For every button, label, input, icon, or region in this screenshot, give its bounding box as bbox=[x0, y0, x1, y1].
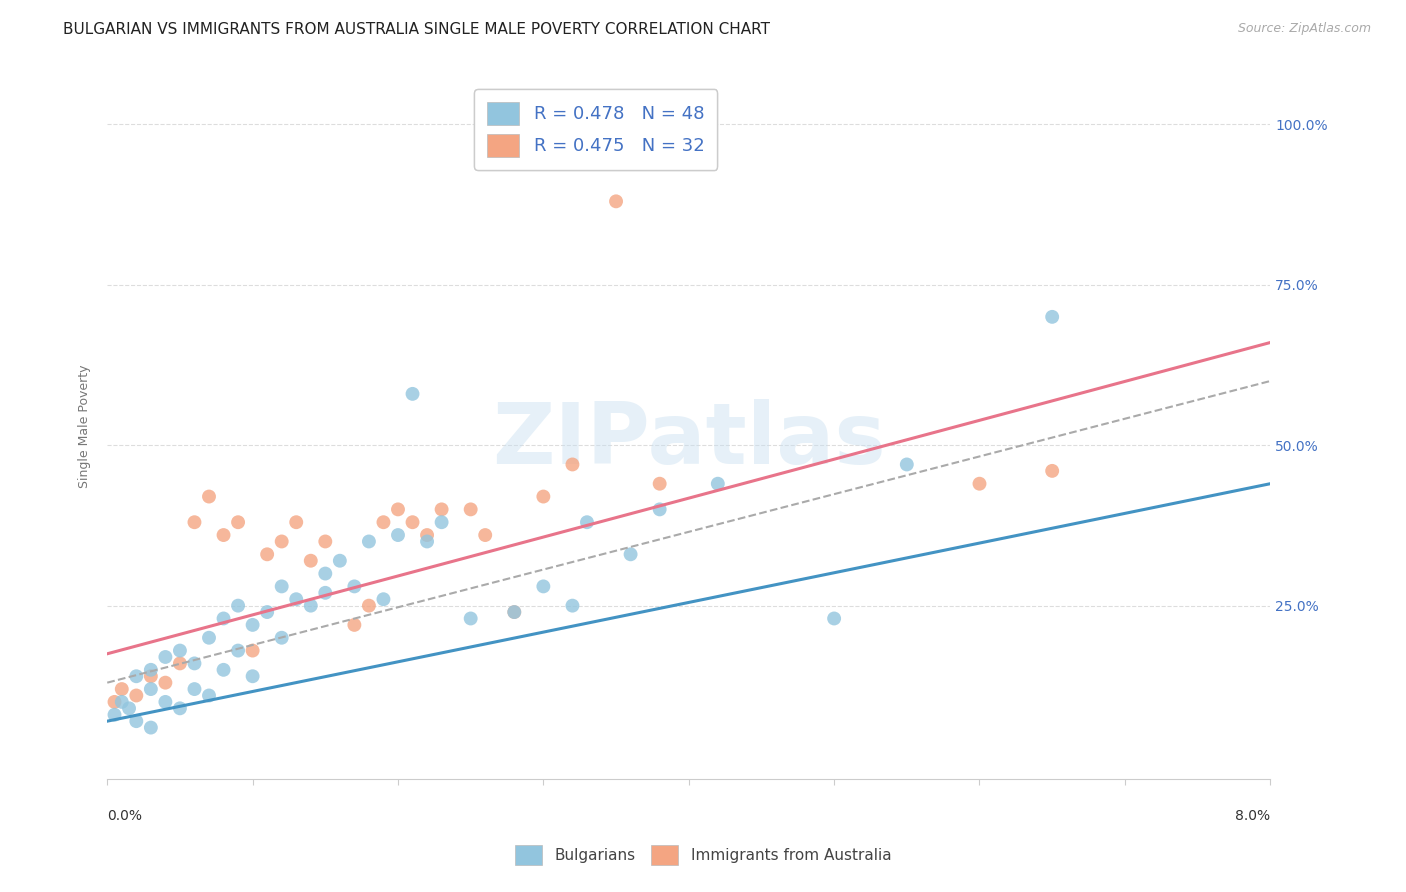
Point bbox=[329, 554, 352, 568]
Point bbox=[823, 611, 845, 625]
Point bbox=[198, 631, 221, 645]
Point bbox=[460, 611, 482, 625]
Point bbox=[212, 663, 235, 677]
Point bbox=[416, 528, 439, 542]
Point bbox=[242, 618, 264, 632]
Text: 8.0%: 8.0% bbox=[1234, 809, 1270, 823]
Point bbox=[314, 566, 336, 581]
Point bbox=[256, 547, 278, 561]
Point bbox=[373, 592, 395, 607]
Point bbox=[474, 528, 496, 542]
Point bbox=[896, 458, 918, 472]
Point bbox=[648, 502, 671, 516]
Point bbox=[314, 534, 336, 549]
Point bbox=[212, 528, 235, 542]
Point bbox=[183, 515, 205, 529]
Point bbox=[125, 714, 148, 728]
Point bbox=[270, 579, 292, 593]
Point bbox=[125, 689, 148, 703]
Point bbox=[169, 657, 191, 671]
Point bbox=[169, 643, 191, 657]
Text: 0.0%: 0.0% bbox=[107, 809, 142, 823]
Point bbox=[401, 515, 423, 529]
Point bbox=[531, 490, 554, 504]
Point bbox=[605, 194, 627, 209]
Point bbox=[183, 682, 205, 697]
Point bbox=[1040, 464, 1063, 478]
Point bbox=[343, 618, 366, 632]
Point bbox=[103, 707, 125, 722]
Point bbox=[285, 515, 308, 529]
Text: BULGARIAN VS IMMIGRANTS FROM AUSTRALIA SINGLE MALE POVERTY CORRELATION CHART: BULGARIAN VS IMMIGRANTS FROM AUSTRALIA S… bbox=[63, 22, 770, 37]
Point bbox=[561, 458, 583, 472]
Point bbox=[198, 689, 221, 703]
Point bbox=[575, 515, 598, 529]
Point bbox=[118, 701, 141, 715]
Point bbox=[503, 605, 526, 619]
Point bbox=[198, 490, 221, 504]
Point bbox=[139, 721, 162, 735]
Point bbox=[155, 695, 177, 709]
Point bbox=[503, 605, 526, 619]
Point bbox=[242, 669, 264, 683]
Point bbox=[430, 502, 453, 516]
Point bbox=[242, 643, 264, 657]
Point bbox=[226, 599, 249, 613]
Legend: R = 0.478   N = 48, R = 0.475   N = 32: R = 0.478 N = 48, R = 0.475 N = 32 bbox=[474, 89, 717, 169]
Point bbox=[357, 534, 380, 549]
Point bbox=[270, 534, 292, 549]
Point bbox=[620, 547, 643, 561]
Point bbox=[155, 650, 177, 665]
Point bbox=[1040, 310, 1063, 324]
Y-axis label: Single Male Poverty: Single Male Poverty bbox=[79, 364, 91, 488]
Point bbox=[299, 599, 322, 613]
Point bbox=[314, 586, 336, 600]
Point bbox=[226, 643, 249, 657]
Point bbox=[125, 669, 148, 683]
Point bbox=[183, 657, 205, 671]
Point bbox=[139, 663, 162, 677]
Legend: Bulgarians, Immigrants from Australia: Bulgarians, Immigrants from Australia bbox=[502, 833, 904, 877]
Point bbox=[430, 515, 453, 529]
Point bbox=[169, 701, 191, 715]
Point bbox=[387, 502, 409, 516]
Point bbox=[111, 695, 134, 709]
Point bbox=[256, 605, 278, 619]
Point bbox=[707, 476, 730, 491]
Point bbox=[285, 592, 308, 607]
Point bbox=[139, 682, 162, 697]
Point bbox=[212, 611, 235, 625]
Point bbox=[270, 631, 292, 645]
Point bbox=[103, 695, 125, 709]
Point bbox=[561, 599, 583, 613]
Point bbox=[460, 502, 482, 516]
Text: Source: ZipAtlas.com: Source: ZipAtlas.com bbox=[1237, 22, 1371, 36]
Point bbox=[343, 579, 366, 593]
Text: ZIPatlas: ZIPatlas bbox=[492, 399, 886, 482]
Point bbox=[531, 579, 554, 593]
Point bbox=[648, 476, 671, 491]
Point bbox=[139, 669, 162, 683]
Point bbox=[155, 675, 177, 690]
Point bbox=[226, 515, 249, 529]
Point bbox=[357, 599, 380, 613]
Point bbox=[387, 528, 409, 542]
Point bbox=[969, 476, 991, 491]
Point bbox=[299, 554, 322, 568]
Point bbox=[373, 515, 395, 529]
Point bbox=[111, 682, 134, 697]
Point bbox=[416, 534, 439, 549]
Point bbox=[401, 387, 423, 401]
